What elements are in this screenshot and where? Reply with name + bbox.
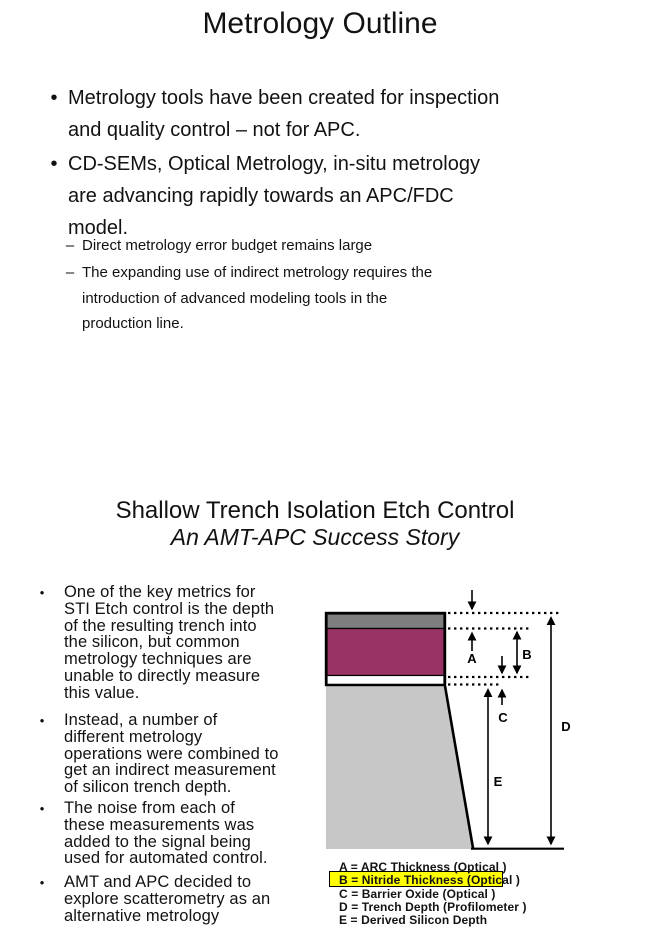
legend-line-b: B = Nitride Thickness (Optical ) xyxy=(339,873,520,887)
slide2-bullet-1: One of the key metrics for STI Etch cont… xyxy=(64,583,275,702)
silicon-substrate xyxy=(326,685,473,849)
sub-bullet-marker: – xyxy=(65,264,75,281)
legend-line-e: E = Derived Silicon Depth xyxy=(339,913,488,927)
dim-label-e: E xyxy=(494,774,503,789)
dim-label-a: A xyxy=(467,651,477,666)
bullet-marker: • xyxy=(39,585,45,600)
dim-label-d: D xyxy=(561,719,570,734)
slide1-title: Metrology Outline xyxy=(202,7,438,40)
sti-trench-diagram: A B C D E xyxy=(324,590,571,850)
nitride-layer xyxy=(326,627,445,677)
bullet-marker: • xyxy=(39,875,45,890)
barrier-oxide-layer xyxy=(326,674,445,686)
slide1-sub-bullet-1: Direct metrology error budget remains la… xyxy=(82,237,373,254)
legend-line-c: C = Barrier Oxide (Optical ) xyxy=(339,887,496,901)
legend-line-a: A = ARC Thickness (Optical ) xyxy=(339,860,507,874)
slide1-sub-bullet-2: The expanding use of indirect metrology … xyxy=(82,264,433,332)
slide2-bullet-2: Instead, a number of different metrology… xyxy=(64,711,279,797)
film-stack-outline xyxy=(324,611,447,687)
bullet-marker: • xyxy=(50,87,58,109)
slide2-title: Shallow Trench Isolation Etch Control xyxy=(115,497,515,524)
legend-line-d: D = Trench Depth (Profilometer ) xyxy=(339,900,527,914)
bullet-marker: • xyxy=(50,153,58,175)
sub-bullet-marker: – xyxy=(65,237,75,254)
bullet-marker: • xyxy=(39,713,45,728)
slide1-bullet-2: CD-SEMs, Optical Metrology, in-situ metr… xyxy=(68,153,480,239)
dim-label-c: C xyxy=(498,710,508,725)
slide2-subtitle: An AMT-APC Success Story xyxy=(170,524,460,550)
dim-label-b: B xyxy=(522,647,531,662)
legend-highlight-box xyxy=(329,871,503,887)
slide1-bullet-1: Metrology tools have been created for in… xyxy=(68,87,500,141)
slide2-bullet-3: The noise from each of these measurement… xyxy=(64,799,268,868)
bullet-marker: • xyxy=(39,801,45,816)
slide2-bullet-4: AMT and APC decided to explore scatterom… xyxy=(64,873,271,925)
trench-sidewall-line xyxy=(443,685,475,849)
arc-layer xyxy=(326,613,445,630)
